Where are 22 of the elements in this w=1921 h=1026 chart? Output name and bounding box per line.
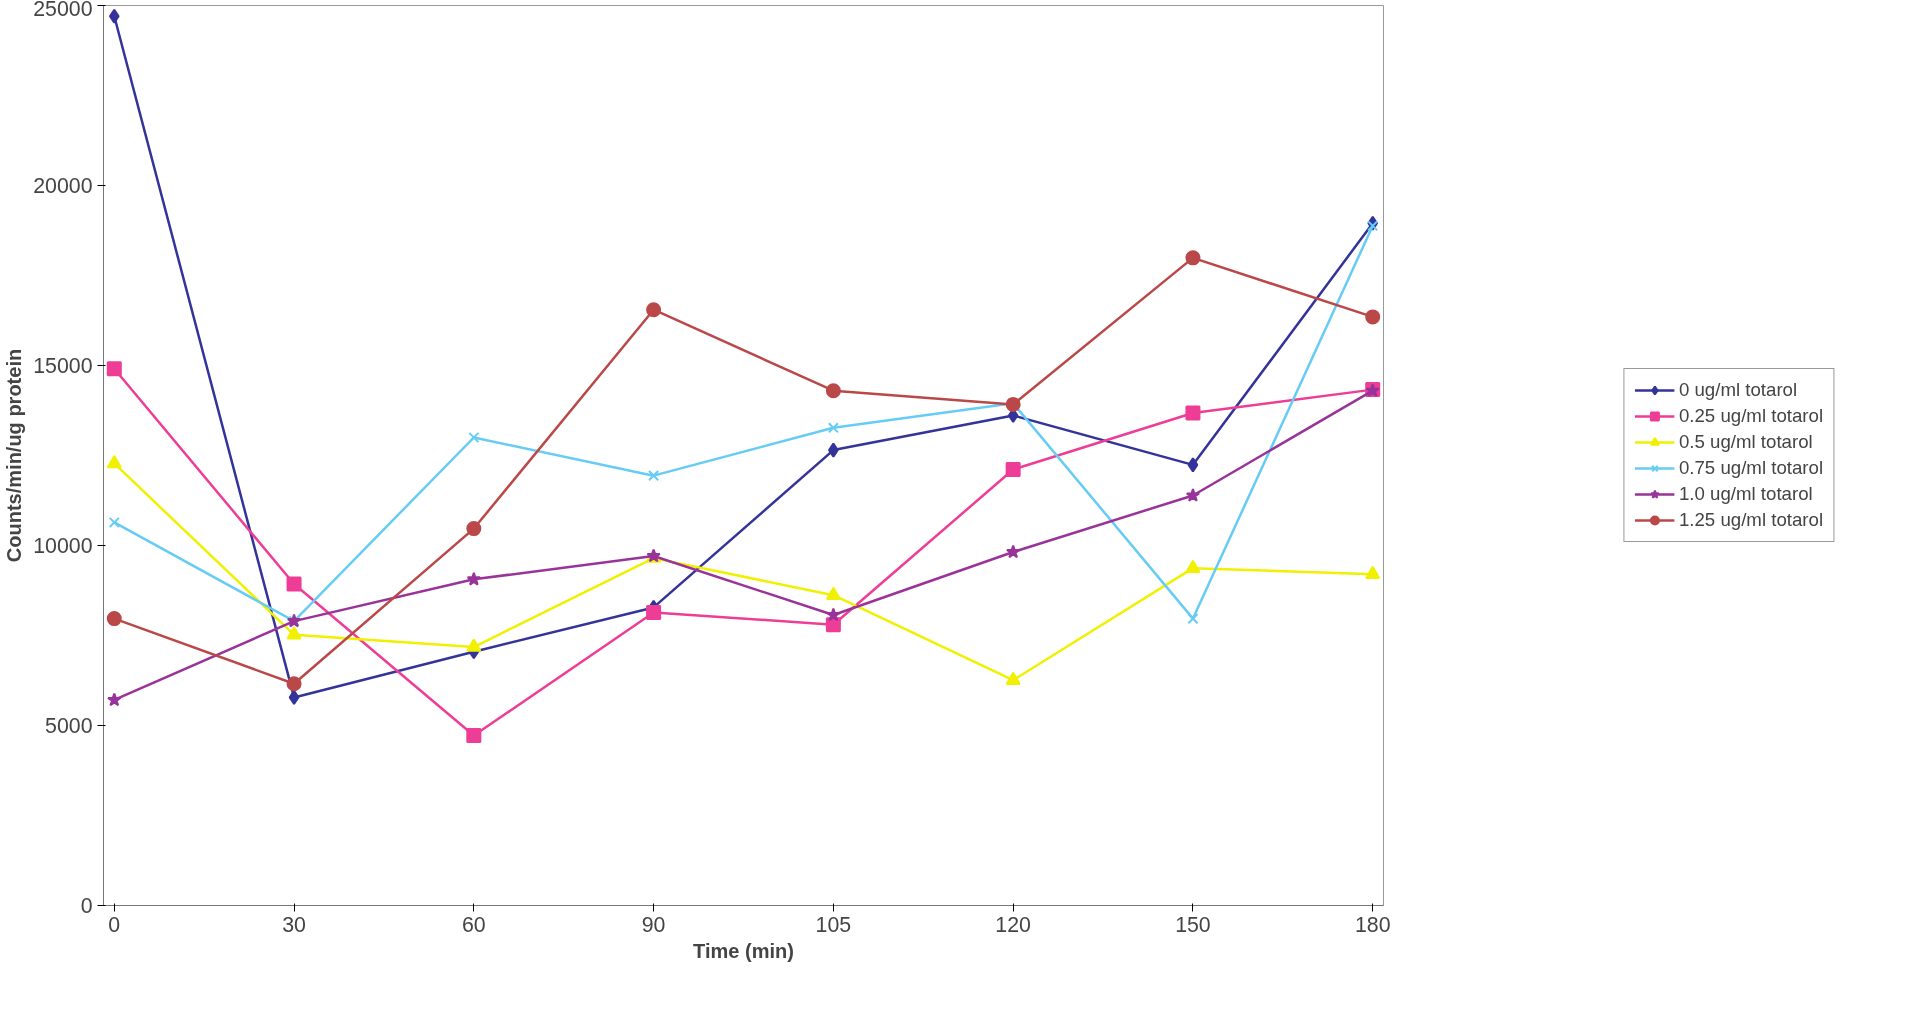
x-tick-label: 105 — [815, 912, 852, 937]
x-tick-label: 120 — [995, 912, 1032, 937]
legend-label: 1.0 ug/ml totarol — [1678, 483, 1813, 505]
legend-label: 0 ug/ml totarol — [1678, 379, 1798, 401]
x-tick-label: 180 — [1354, 912, 1391, 937]
x-tick-label: 150 — [1175, 912, 1211, 937]
x-tick-label: 60 — [461, 912, 486, 937]
y-tick-label: 15000 — [33, 354, 93, 378]
legend-label: 0.5 ug/ml totarol — [1678, 431, 1813, 453]
legend-label: 0.75 ug/ml totarol — [1678, 457, 1824, 479]
y-tick-label: 5000 — [45, 714, 93, 738]
y-tick-label: 20000 — [33, 174, 93, 198]
x-axis-title: Time (min) — [693, 939, 794, 962]
x-tick-label: 90 — [641, 912, 666, 937]
y-tick-label: 10000 — [33, 534, 93, 558]
y-tick-label: 0 — [80, 894, 93, 918]
legend-label: 1.25 ug/ml totarol — [1678, 509, 1824, 531]
y-axis-title: Counts/min/ug protein — [3, 348, 26, 563]
legend-label: 0.25 ug/ml totarol — [1678, 405, 1824, 427]
x-tick-label: 0 — [108, 912, 121, 937]
x-tick-label: 30 — [282, 912, 307, 937]
y-tick-label: 25000 — [33, 0, 93, 21]
